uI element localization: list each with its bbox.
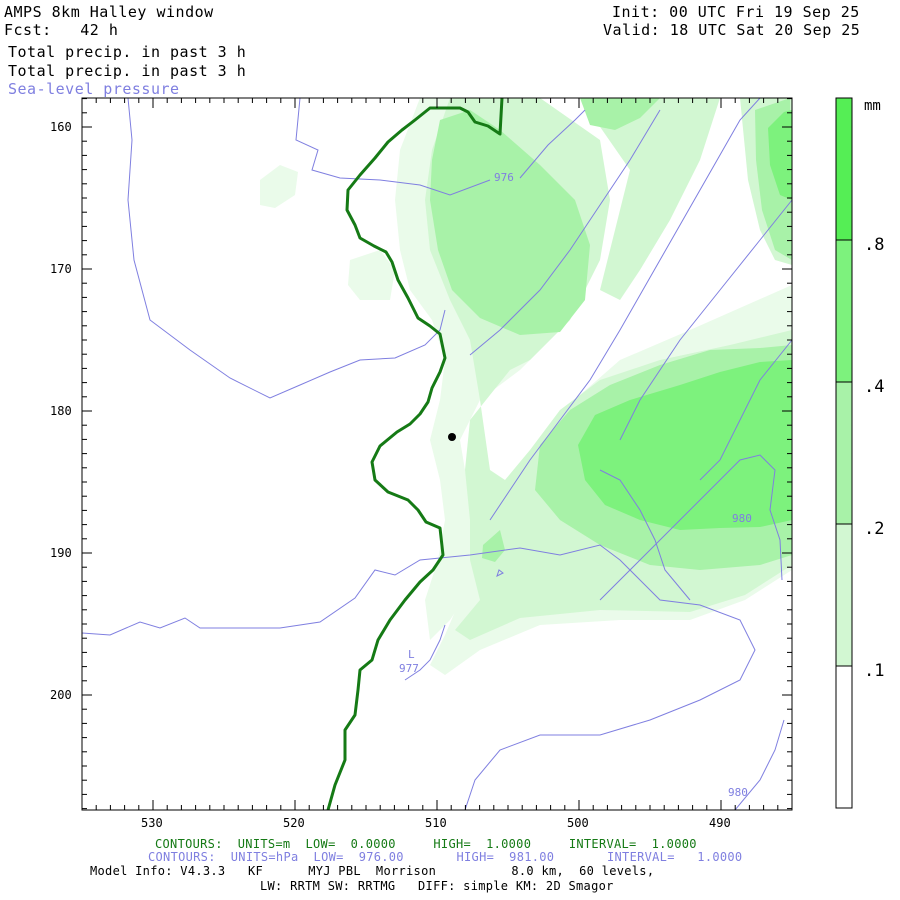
field-label-2: Total precip. in past 3 h xyxy=(8,62,247,80)
colorbar-swatch xyxy=(836,666,852,808)
isobar-line xyxy=(127,98,446,399)
colorbar-swatch xyxy=(836,98,852,240)
colorbar-label: .4 xyxy=(864,377,884,397)
valid-time: Valid: 18 UTC Sat 20 Sep 25 xyxy=(603,21,861,39)
y-tick-label: 180 xyxy=(50,404,72,418)
colorbar-label: .1 xyxy=(864,661,884,681)
precip-shade-0.8 xyxy=(578,360,792,530)
precip-shade-0.4 xyxy=(430,110,590,335)
colorbar-label: .2 xyxy=(864,519,884,539)
y-tick-label: 190 xyxy=(50,546,72,560)
station-marker xyxy=(448,433,456,441)
isobar-line xyxy=(699,339,792,481)
model-info: Model Info: V4.3.3 KF MYJ PBL Morrison 8… xyxy=(90,864,655,878)
isobar-line xyxy=(496,569,504,577)
init-time: Init: 00 UTC Fri 19 Sep 25 xyxy=(612,3,860,21)
isobar-line xyxy=(619,199,792,441)
y-axis-ticks xyxy=(82,126,792,696)
terrain-contour xyxy=(326,98,504,810)
isobar-line xyxy=(469,109,661,356)
x-tick-label: 490 xyxy=(709,816,731,830)
precip-shade-0.1 xyxy=(260,165,298,208)
precip-minimum-dot xyxy=(511,388,517,394)
isobar-line xyxy=(404,624,446,681)
precip-shade-0.4 xyxy=(580,98,660,130)
isobar-line xyxy=(489,98,761,521)
precip-shade-0.2 xyxy=(580,98,720,300)
isobar-line xyxy=(734,719,785,810)
forecast-hour: Fcst: 42 h xyxy=(4,21,119,39)
physics-info: LW: RRTM SW: RRTMG DIFF: simple KM: 2D S… xyxy=(260,879,614,893)
x-tick-label: 520 xyxy=(283,816,305,830)
field-label-3: Sea-level pressure xyxy=(8,80,180,98)
y-tick-label: 170 xyxy=(50,262,72,276)
isobar-line xyxy=(82,544,756,810)
field-label-1: Total precip. in past 3 h xyxy=(8,43,247,61)
isobar-line xyxy=(599,469,691,601)
isobar-line xyxy=(519,109,586,179)
x-tick-label: 530 xyxy=(141,816,163,830)
precip-shade-0.8 xyxy=(768,110,792,200)
x-tick-label: 510 xyxy=(425,816,447,830)
contours-info-terrain: CONTOURS: UNITS=m LOW= 0.0000 HIGH= 1.00… xyxy=(155,837,697,851)
contours-info-pressure: CONTOURS: UNITS=hPa LOW= 976.00 HIGH= 98… xyxy=(148,850,743,864)
isobar-label-980-bottom: 980 xyxy=(728,786,748,799)
map-title: AMPS 8km Halley window xyxy=(4,3,214,21)
precip-field xyxy=(260,98,792,675)
isobar-line xyxy=(295,98,491,196)
colorbar-swatch xyxy=(836,382,852,524)
pressure-contours xyxy=(82,98,792,810)
y-tick-label: 200 xyxy=(50,688,72,702)
colorbar-label: .8 xyxy=(864,235,884,255)
colorbar-unit: mm xyxy=(864,98,881,114)
precip-shade-0.1 xyxy=(348,250,395,300)
pressure-low-marker: L xyxy=(408,648,415,661)
x-axis-ticks xyxy=(152,98,722,810)
isobar-line xyxy=(599,454,783,601)
precip-shade-0.4 xyxy=(482,530,505,562)
y-tick-label: 160 xyxy=(50,120,72,134)
pressure-low-value: 977 xyxy=(399,662,419,675)
colorbar-swatch xyxy=(836,524,852,666)
colorbar xyxy=(835,97,853,809)
x-tick-label: 500 xyxy=(567,816,589,830)
isobar-label-980: 980 xyxy=(732,512,752,525)
isobar-label-976: 976 xyxy=(494,171,514,184)
colorbar-swatch xyxy=(836,240,852,382)
